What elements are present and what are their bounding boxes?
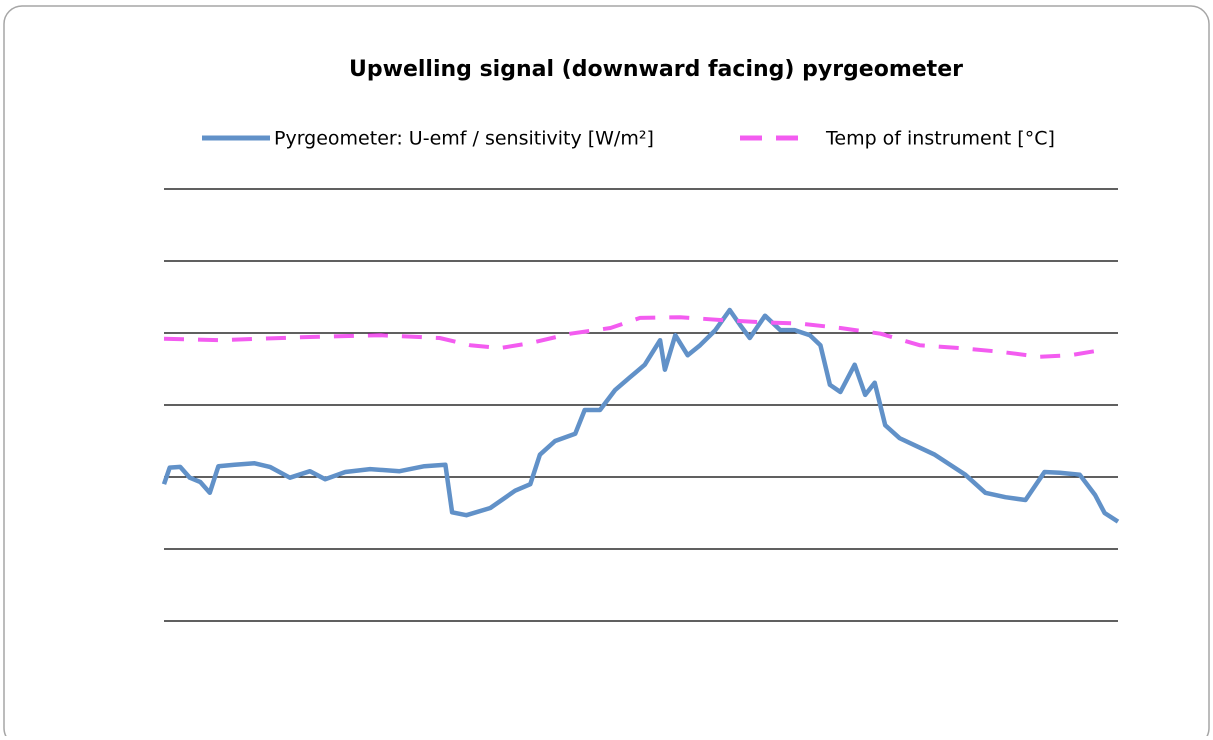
chart-title: Upwelling signal (downward facing) pyrge… [349, 57, 963, 82]
legend-label: Pyrgeometer: U-emf / sensitivity [W/m²] [274, 128, 654, 150]
series-line [163, 315, 1101, 359]
series-line [161, 307, 1120, 524]
legend-label: Temp of instrument [°C] [825, 128, 1055, 150]
chart-border [3, 5, 1210, 740]
